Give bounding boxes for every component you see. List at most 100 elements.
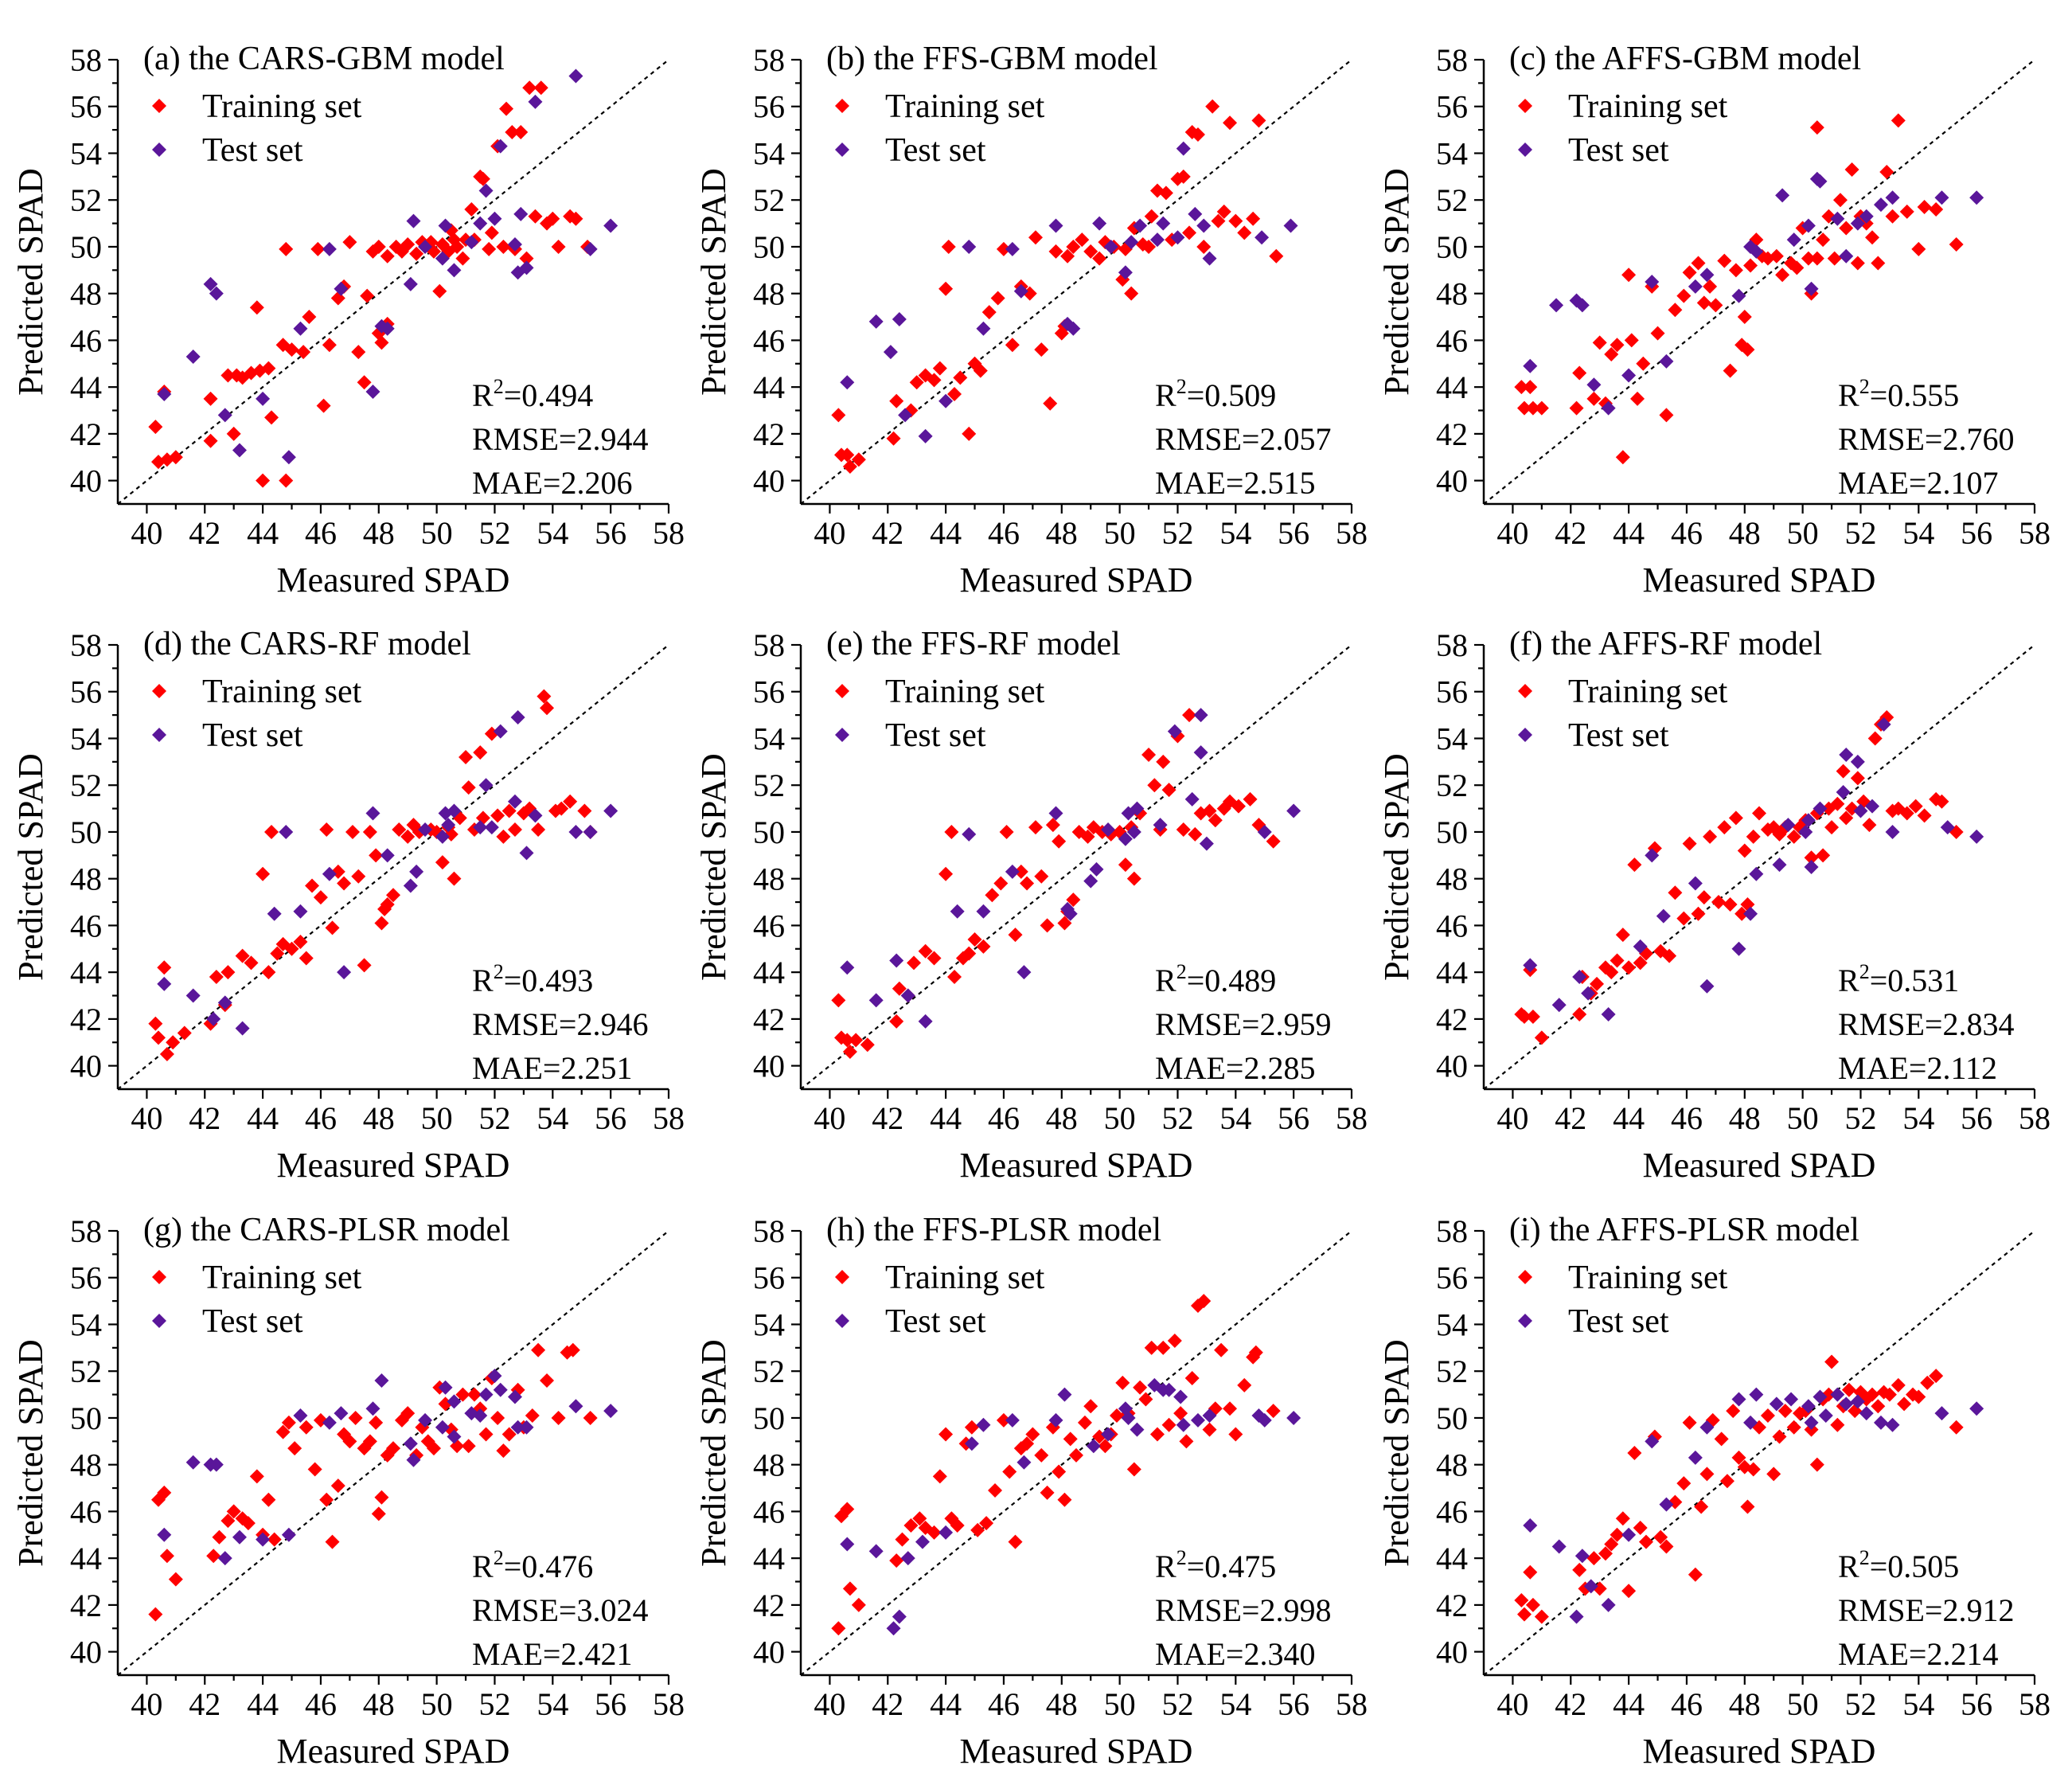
training-point bbox=[531, 822, 546, 838]
test-point bbox=[365, 385, 380, 400]
rmse-metric: RMSE=2.760 bbox=[1838, 421, 2014, 457]
x-tick-label: 50 bbox=[421, 1100, 453, 1136]
test-point bbox=[1202, 1408, 1217, 1424]
training-point bbox=[903, 1518, 919, 1533]
test-point bbox=[1813, 801, 1828, 816]
training-point bbox=[1013, 864, 1028, 879]
test-point bbox=[1086, 1439, 1101, 1454]
training-point bbox=[1028, 820, 1044, 835]
training-point bbox=[938, 866, 954, 881]
test-point bbox=[380, 848, 395, 863]
x-tick-label: 42 bbox=[872, 515, 903, 551]
training-point bbox=[450, 239, 465, 254]
training-point bbox=[1243, 791, 1258, 807]
training-point bbox=[842, 1581, 857, 1596]
training-point bbox=[499, 101, 514, 116]
test-point bbox=[1633, 939, 1648, 954]
y-tick-label: 52 bbox=[753, 768, 785, 803]
training-point bbox=[244, 955, 259, 971]
test-point bbox=[1885, 824, 1900, 839]
r2-value: =0.509 bbox=[1187, 377, 1277, 413]
x-tick-label: 42 bbox=[872, 1686, 903, 1722]
test-point bbox=[568, 1399, 583, 1414]
test-point bbox=[840, 1537, 855, 1552]
training-point bbox=[1633, 1520, 1648, 1535]
training-point bbox=[447, 871, 462, 886]
y-axis-title: Predicted SPAD bbox=[694, 1339, 733, 1567]
training-point bbox=[1534, 1030, 1549, 1045]
training-point bbox=[342, 1434, 357, 1449]
training-point bbox=[1237, 225, 1252, 240]
r2-value: =0.489 bbox=[1187, 963, 1277, 998]
test-point bbox=[1850, 754, 1865, 769]
x-tick-label: 56 bbox=[595, 1100, 626, 1136]
training-point bbox=[455, 251, 470, 266]
training-point bbox=[305, 878, 320, 893]
training-point bbox=[938, 281, 954, 296]
test-point bbox=[1048, 806, 1063, 821]
test-point bbox=[1769, 1396, 1784, 1412]
test-point bbox=[493, 139, 508, 154]
y-tick-label: 50 bbox=[753, 814, 785, 850]
training-point bbox=[478, 1427, 494, 1442]
training-point bbox=[932, 1469, 947, 1484]
training-point bbox=[831, 408, 846, 423]
x-axis-title: Measured SPAD bbox=[1643, 560, 1876, 600]
y-tick-label: 50 bbox=[1436, 1400, 1468, 1436]
training-point bbox=[296, 345, 311, 360]
training-point bbox=[203, 433, 218, 448]
y-tick-label: 48 bbox=[1436, 276, 1468, 312]
test-point bbox=[883, 345, 898, 360]
r2-superscript: 2 bbox=[1176, 375, 1187, 398]
test-point bbox=[418, 239, 433, 254]
y-tick-label: 46 bbox=[1436, 322, 1468, 358]
training-point bbox=[1650, 326, 1665, 341]
test-point bbox=[510, 710, 525, 725]
r2-metric: R2=0.509 bbox=[1155, 375, 1276, 413]
training-point bbox=[464, 201, 479, 217]
training-point bbox=[563, 794, 578, 809]
x-tick-label: 44 bbox=[247, 515, 279, 551]
test-set-series bbox=[840, 708, 1301, 1029]
training-point bbox=[1586, 1551, 1602, 1566]
y-tick-label: 50 bbox=[70, 229, 102, 265]
x-tick-label: 54 bbox=[1902, 1686, 1934, 1722]
test-point bbox=[403, 276, 418, 291]
y-tick-label: 58 bbox=[1436, 1213, 1468, 1249]
test-point bbox=[1286, 1410, 1301, 1425]
training-point bbox=[148, 1016, 163, 1031]
training-point bbox=[1949, 1420, 1964, 1435]
training-point bbox=[1809, 1457, 1824, 1472]
x-tick-label: 52 bbox=[1844, 515, 1876, 551]
y-tick-label: 46 bbox=[753, 1494, 785, 1529]
test-point bbox=[519, 260, 534, 275]
x-tick-label: 56 bbox=[1961, 1100, 1992, 1136]
training-point bbox=[284, 941, 299, 956]
training-point bbox=[1638, 1534, 1653, 1549]
training-point bbox=[912, 1511, 927, 1526]
training-point bbox=[1723, 896, 1738, 912]
training-point bbox=[322, 338, 337, 353]
training-point bbox=[1040, 1485, 1055, 1500]
test-point bbox=[1572, 970, 1587, 985]
x-tick-label: 58 bbox=[2019, 1100, 2051, 1136]
training-point bbox=[1816, 232, 1831, 248]
panel-title: (a) the CARS-GBM model bbox=[143, 41, 505, 77]
training-point bbox=[1223, 1401, 1238, 1416]
training-point bbox=[1516, 1607, 1532, 1622]
training-point bbox=[371, 239, 386, 254]
training-point bbox=[540, 701, 555, 716]
test-point bbox=[1130, 801, 1145, 816]
training-point bbox=[1708, 298, 1723, 313]
test-point bbox=[185, 349, 201, 364]
x-tick-label: 54 bbox=[1219, 1100, 1251, 1136]
test-point bbox=[510, 1420, 525, 1435]
test-point bbox=[217, 408, 232, 423]
training-point bbox=[1714, 1432, 1729, 1447]
test-point bbox=[380, 321, 395, 336]
training-point bbox=[1624, 333, 1639, 348]
test-point bbox=[1005, 864, 1020, 879]
training-point bbox=[1149, 1427, 1165, 1442]
training-point bbox=[1248, 1345, 1263, 1360]
x-tick-label: 44 bbox=[1613, 1100, 1645, 1136]
